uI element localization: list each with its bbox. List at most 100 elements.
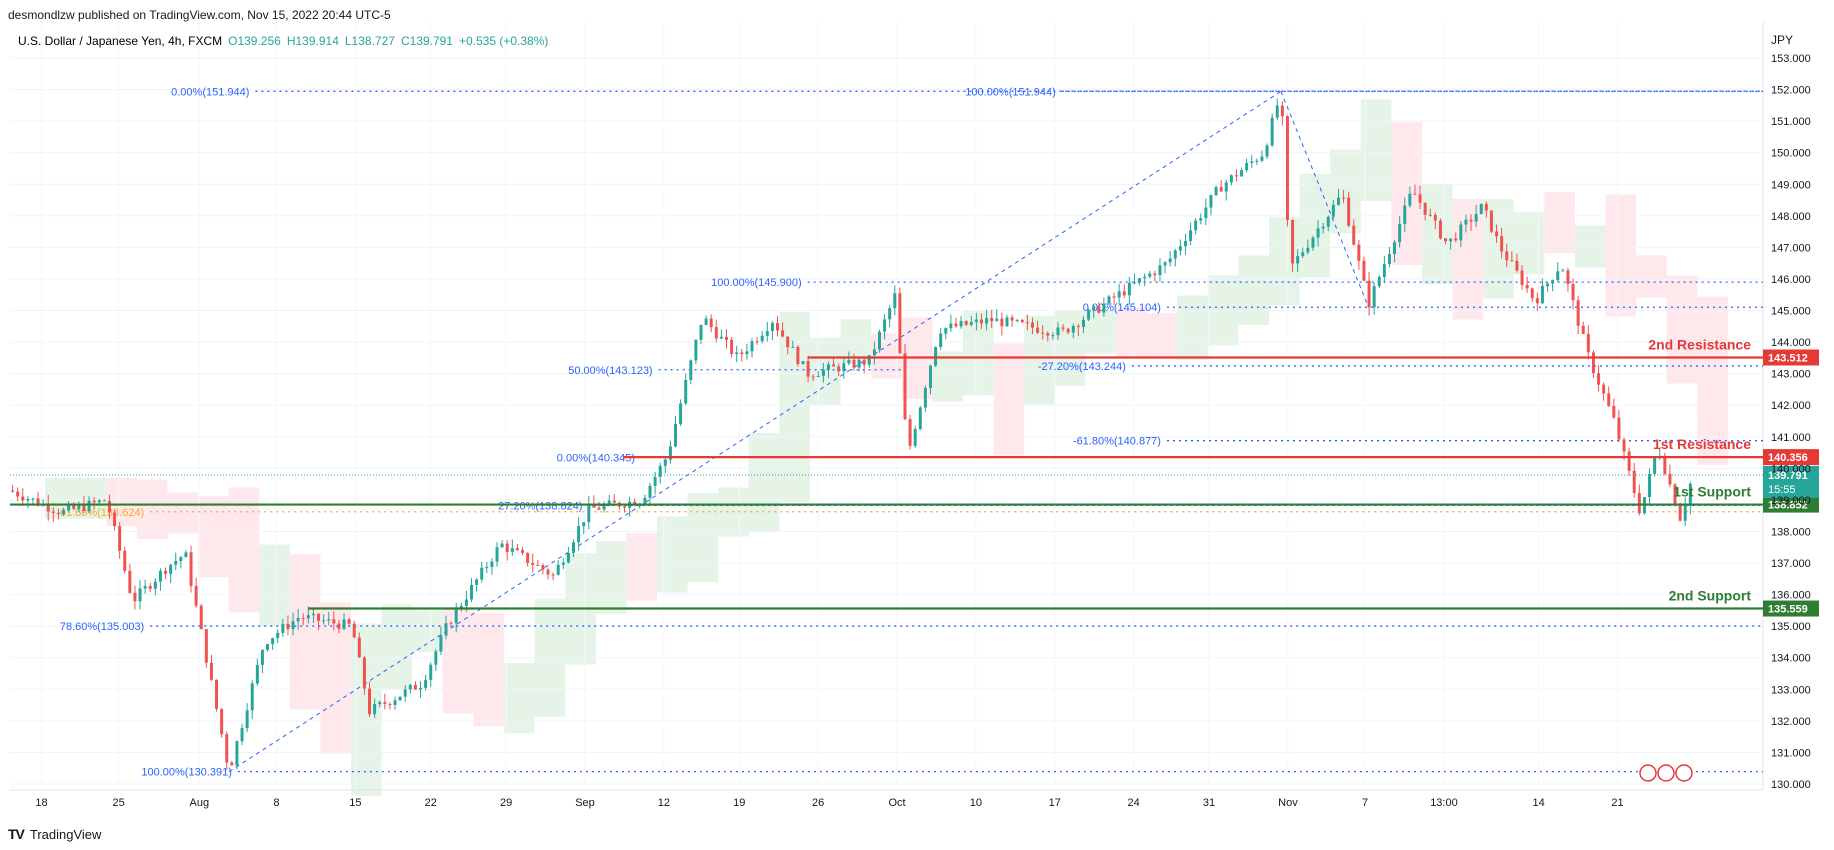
candle-body: [1433, 214, 1437, 221]
candle-body: [1051, 335, 1055, 337]
candle-body: [240, 728, 244, 742]
candle-body: [826, 364, 830, 370]
candle-body: [668, 446, 672, 460]
candle-body: [1561, 270, 1565, 272]
candle-body: [867, 355, 871, 365]
y-tick-label: 136.000: [1771, 590, 1811, 602]
candle-body: [123, 550, 127, 571]
candle-body: [1056, 327, 1060, 336]
cloud-segment: [412, 610, 443, 653]
candle-body: [255, 664, 259, 684]
candle-body: [1668, 473, 1672, 485]
candle-body: [1510, 260, 1514, 262]
candle-body: [485, 566, 489, 568]
candle-body: [1484, 203, 1488, 211]
candle-body: [1627, 451, 1631, 471]
candle-body: [515, 548, 519, 551]
candle-body: [1408, 193, 1412, 206]
candle-body: [1576, 300, 1580, 326]
candle-body: [500, 543, 504, 548]
candle-body: [1311, 237, 1315, 248]
cloud-segment: [320, 602, 352, 754]
candle-body: [1107, 296, 1111, 304]
candle-body: [577, 526, 581, 543]
candle-body: [566, 552, 570, 563]
us-flag-icon[interactable]: [1639, 764, 1657, 782]
candle-body: [1183, 240, 1187, 247]
candle-body: [286, 624, 290, 630]
candle-body: [1413, 193, 1417, 195]
candle-body: [1122, 291, 1126, 296]
cloud-segment: [1483, 199, 1514, 299]
y-tick-label: 146.000: [1771, 274, 1811, 286]
candle-body: [332, 619, 336, 624]
candle-body: [1046, 333, 1050, 336]
level-badge-text: 143.512: [1768, 352, 1808, 364]
us-flag-icon[interactable]: [1657, 764, 1675, 782]
candle-body: [1097, 306, 1101, 313]
candle-body: [301, 617, 305, 619]
fib-label: 0.00%(140.345): [557, 452, 635, 464]
candle-body: [1025, 322, 1029, 324]
publisher-line: desmondlzw published on TradingView.com,…: [8, 8, 391, 22]
candle-body: [189, 552, 193, 586]
candle-body: [1240, 170, 1244, 177]
candle-body: [913, 428, 917, 446]
candle-body: [1398, 223, 1402, 243]
candle-body: [475, 579, 479, 585]
cloud-segment: [259, 544, 290, 626]
candle-body: [1495, 231, 1499, 237]
candle-body: [852, 359, 856, 368]
candle-body: [735, 352, 739, 354]
countdown-text: 15:55: [1768, 484, 1796, 496]
candle-body: [898, 293, 902, 354]
cloud-segment: [1636, 255, 1667, 298]
economic-event-icons[interactable]: [1639, 764, 1693, 782]
candle-body: [546, 569, 550, 575]
candle-body: [954, 323, 958, 327]
candle-body: [602, 505, 606, 510]
tradingview-logo-icon: TV: [8, 826, 25, 842]
candle-body: [215, 679, 219, 709]
candle-body: [1474, 214, 1478, 222]
y-tick-label: 140.000: [1771, 463, 1811, 475]
trend-line: [228, 90, 1282, 773]
x-tick-label: 21: [1611, 797, 1623, 809]
candle-body: [113, 512, 117, 527]
candle-body: [128, 570, 132, 593]
candle-body: [67, 505, 71, 511]
candle-body: [1036, 327, 1040, 333]
candle-body: [1041, 332, 1045, 334]
fib-label: 100.00%(130.391): [141, 767, 232, 779]
candle-body: [1326, 216, 1330, 227]
candle-body: [1291, 219, 1295, 264]
candle-body: [1270, 117, 1274, 146]
candle-body: [816, 375, 820, 377]
candle-body: [388, 703, 392, 705]
candle-body: [1515, 260, 1519, 271]
cloud-segment: [228, 487, 260, 613]
x-tick-label: 15: [349, 797, 361, 809]
jp-flag-icon[interactable]: [1675, 764, 1693, 782]
candle-body: [250, 683, 254, 711]
candle-body: [801, 361, 805, 365]
candle-body: [760, 335, 764, 342]
candle-body: [1347, 197, 1351, 226]
candle-body: [964, 320, 968, 325]
cloud-segment: [1085, 310, 1116, 354]
candle-body: [11, 490, 15, 492]
candle-body: [164, 570, 168, 574]
fib-label: 0.00%(151.944): [171, 86, 249, 98]
candle-body: [1505, 251, 1509, 261]
candle-body: [1622, 439, 1626, 452]
candle-body: [1260, 156, 1264, 161]
candle-body: [740, 352, 744, 355]
candle-body: [847, 359, 851, 364]
candle-body: [291, 621, 295, 630]
candle-body: [209, 662, 213, 680]
fib-label: 0.00%(145.104): [1083, 302, 1161, 314]
x-tick-label: 14: [1532, 797, 1544, 809]
cloud-segment: [993, 343, 1025, 456]
candle-body: [1418, 194, 1422, 203]
